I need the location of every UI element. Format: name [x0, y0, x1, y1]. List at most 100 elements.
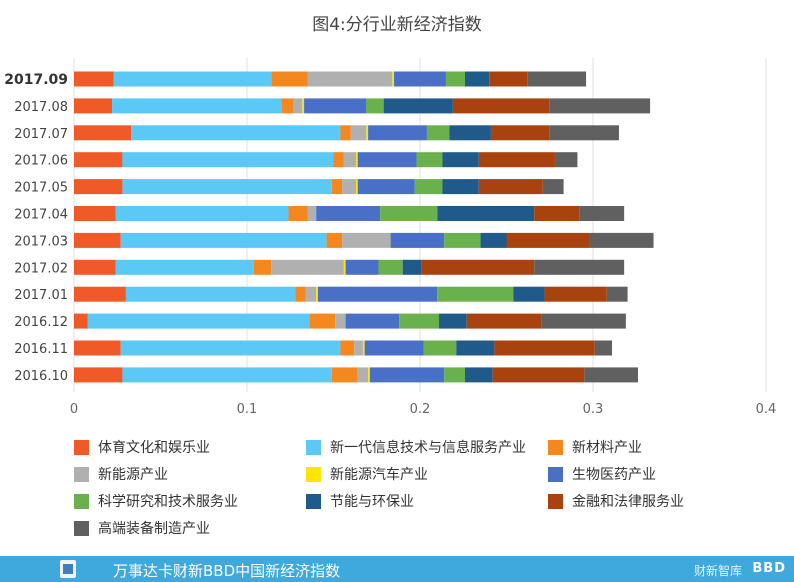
bar-segment: [606, 286, 628, 302]
footer-bar: 万事达卡财新BBD中国新经济指数 财新智库 BBD: [0, 556, 794, 582]
bar-segment: [542, 179, 564, 195]
legend-swatch: [548, 493, 563, 509]
bar-segment: [366, 98, 384, 114]
bar-segment: [120, 232, 327, 248]
bar-segment: [437, 206, 535, 221]
legend-label: 节能与环保业: [330, 494, 414, 510]
bar-segment: [354, 340, 363, 356]
legend-item: 高端装备制造产业: [74, 518, 210, 538]
bar-segment: [378, 259, 403, 275]
bar-segment: [357, 179, 415, 195]
y-category-label: 2017.06: [14, 154, 68, 169]
bar-segment: [302, 98, 305, 114]
bar-segment: [594, 340, 613, 356]
legend-label: 高端装备制造产业: [98, 521, 210, 537]
report-logo-icon: [60, 560, 76, 578]
bar-segment: [305, 286, 317, 302]
legend-swatch: [306, 439, 321, 455]
bar-segment: [534, 206, 580, 221]
y-category-label: 2017.02: [14, 261, 68, 276]
bar-segment: [437, 286, 514, 302]
bar-segment: [416, 152, 443, 168]
bar-segment: [113, 71, 272, 87]
bar-segment: [335, 313, 346, 329]
bar-segment: [364, 340, 424, 356]
bar-segment: [343, 152, 356, 168]
bar-segment: [414, 179, 443, 195]
legend-label: 新能源产业: [98, 467, 168, 483]
bar-segment: [342, 179, 356, 195]
legend-swatch: [548, 466, 563, 482]
x-tick-label: 0.2: [410, 402, 431, 417]
legend-item: 新能源产业: [74, 464, 168, 484]
bar-segment: [357, 367, 369, 383]
bar-segment: [87, 313, 310, 329]
bar-segment: [316, 286, 318, 302]
bar-segment: [271, 259, 344, 275]
bar-segment: [452, 98, 550, 114]
bar-segment: [122, 367, 332, 383]
bar-segment: [534, 259, 625, 275]
bar-segment: [492, 367, 585, 383]
legend-label: 金融和法律服务业: [572, 494, 684, 510]
bar-segment: [125, 286, 296, 302]
bar-segment: [122, 152, 334, 168]
bar-segment: [394, 71, 446, 87]
bar-segment: [309, 313, 336, 329]
legend-label: 新能源汽车产业: [330, 467, 428, 483]
bar-segment: [74, 367, 123, 383]
legend-swatch: [74, 493, 89, 509]
bar-segment: [527, 71, 587, 87]
bar-segment: [402, 259, 422, 275]
bar-segment: [549, 125, 619, 141]
bar-segment: [307, 206, 317, 221]
bar-segment: [307, 71, 393, 87]
bar-segment: [380, 206, 438, 221]
legend-swatch: [306, 493, 321, 509]
y-category-label: 2016.12: [14, 315, 68, 330]
bar-segment: [449, 125, 491, 141]
bar-segment: [74, 125, 132, 141]
legend-item: 生物医药产业: [548, 464, 656, 484]
bar-segment: [281, 98, 294, 114]
legend-label: 新一代信息技术与信息服务产业: [330, 440, 526, 456]
bar-segment: [549, 98, 651, 114]
bar-segment: [120, 340, 341, 356]
bar-segment: [494, 340, 595, 356]
bar-segment: [466, 313, 542, 329]
bar-segment: [489, 71, 528, 87]
bar-segment: [115, 259, 254, 275]
bar-segment: [442, 152, 479, 168]
legend-label: 科学研究和技术服务业: [98, 494, 238, 510]
bar-segment: [74, 71, 114, 87]
bar-segment: [444, 367, 465, 383]
bar-segment: [74, 286, 126, 302]
x-tick-label: 0.1: [237, 402, 258, 417]
bar-segment: [333, 152, 344, 168]
bar-segment: [589, 232, 654, 248]
bar-segment: [295, 286, 306, 302]
bar-segment: [369, 367, 445, 383]
bar-segment: [342, 232, 391, 248]
bar-segment: [444, 232, 481, 248]
y-category-label: 2017.04: [14, 208, 68, 223]
y-category-label: 2016.10: [14, 369, 68, 384]
bar-segment: [317, 286, 438, 302]
bar-segment: [288, 206, 308, 221]
bar-segment: [331, 179, 343, 195]
legend-item: 新能源汽车产业: [306, 464, 428, 484]
bar-segment: [383, 98, 453, 114]
bar-segment: [541, 313, 626, 329]
footer-brand-bbd: BBD: [752, 561, 786, 576]
legend-item: 体育文化和娱乐业: [74, 437, 210, 457]
bar-segment: [340, 340, 355, 356]
bar-segment: [343, 259, 346, 275]
legend-item: 科学研究和技术服务业: [74, 491, 238, 511]
legend-item: 新一代信息技术与信息服务产业: [306, 437, 526, 457]
legend-swatch: [548, 439, 563, 455]
bar-segment: [112, 98, 282, 114]
bar-segment: [74, 340, 121, 356]
legend-item: 金融和法律服务业: [548, 491, 684, 511]
y-category-label: 2017.05: [14, 181, 68, 196]
bar-segment: [115, 206, 289, 221]
